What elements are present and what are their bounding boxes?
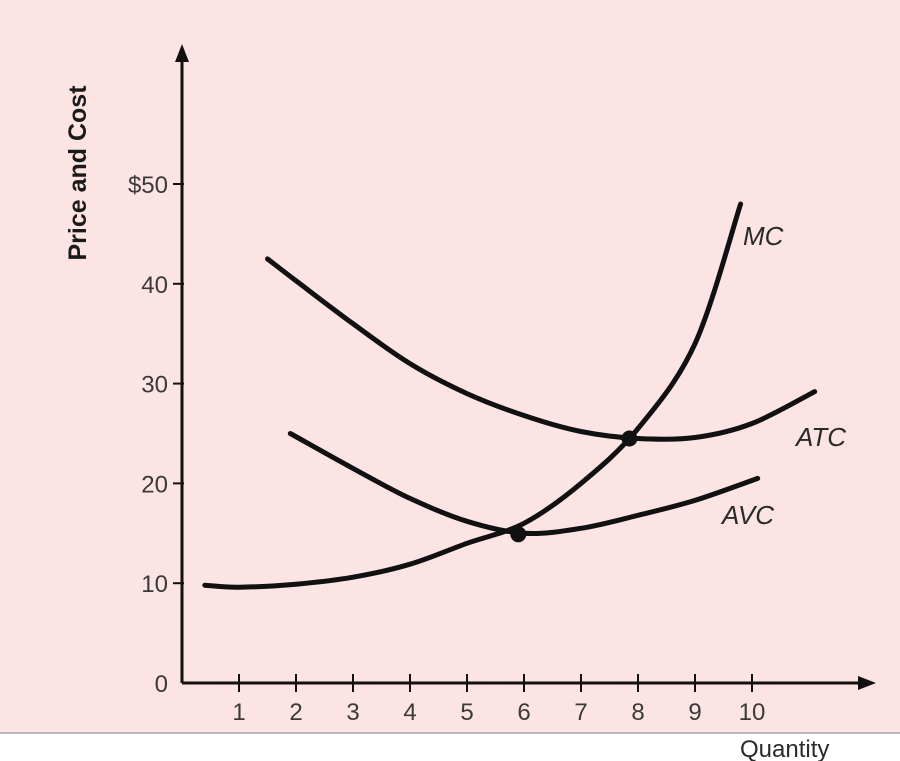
chart-background [0, 0, 900, 733]
x-axis-title: Quantity [740, 736, 829, 761]
curve-mc [202, 201, 744, 590]
mc-atc-intersection-dot [621, 430, 638, 447]
x-tick-label: 3 [346, 699, 359, 726]
x-tick-label: 4 [403, 699, 416, 726]
x-tick-label: 6 [517, 699, 530, 726]
intersection-points [510, 430, 638, 543]
x-tick-label: 5 [460, 699, 473, 726]
x-tick-label: 8 [631, 699, 644, 726]
x-axis-arrow [858, 676, 876, 690]
curve-label-atc: ATC [794, 422, 846, 452]
x-tick-label: 10 [739, 699, 766, 726]
ticks-layer: 1 2 3 4 5 6 7 8 9 10 0 10 20 30 40 $50 [128, 172, 765, 726]
y-axis-title: Price and Cost [64, 85, 92, 261]
y-tick-label: 30 [141, 372, 168, 399]
curve-label-mc: MC [743, 221, 784, 251]
y-axis-arrow [175, 44, 189, 62]
curve-label-avc: AVC [720, 500, 774, 530]
y-tick-label: 20 [141, 471, 168, 498]
x-tick-label: 2 [289, 699, 302, 726]
mc-avc-intersection-dot [510, 526, 527, 543]
x-tick-label: 7 [574, 699, 587, 726]
y-tick-label: 0 [155, 671, 168, 698]
x-tick-label: 9 [688, 699, 701, 726]
curve-atc [265, 256, 818, 442]
y-tick-label: $50 [128, 172, 168, 199]
y-tick-label: 10 [141, 571, 168, 598]
x-tick-label: 1 [232, 699, 245, 726]
y-tick-label: 40 [141, 272, 168, 299]
curve-labels: MC ATC AVC [720, 221, 846, 530]
